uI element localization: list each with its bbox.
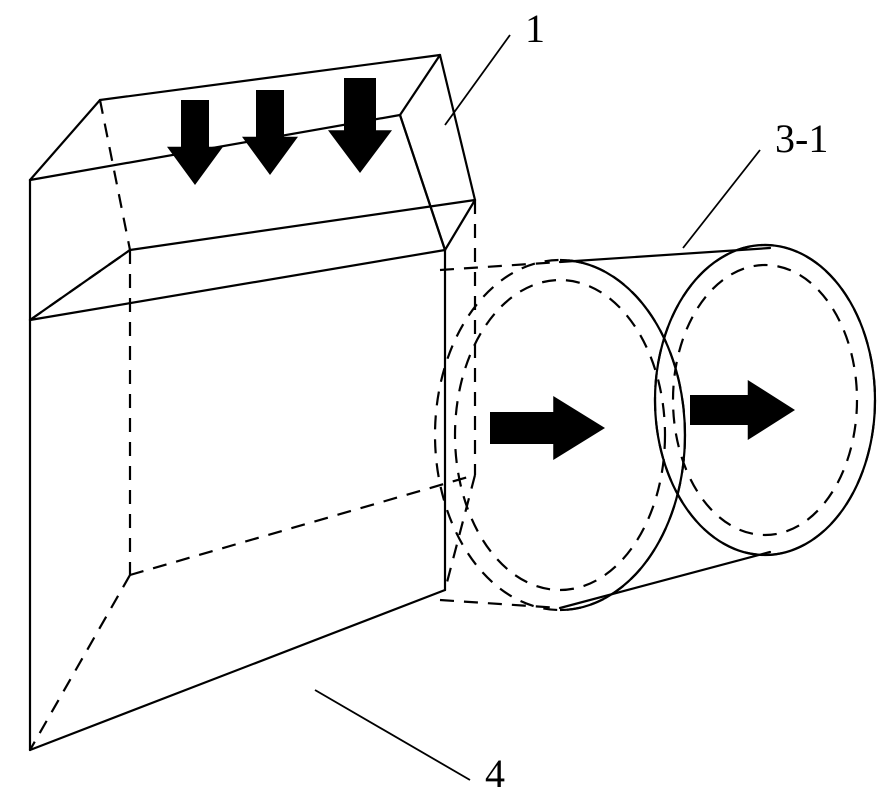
label-3-1: 3-1	[775, 115, 828, 162]
label-1: 1	[525, 5, 545, 52]
arrows-group	[167, 78, 795, 460]
box-group	[30, 55, 475, 750]
label-4: 4	[485, 750, 505, 797]
arrow-right	[690, 380, 795, 440]
arrow-down	[167, 100, 223, 185]
arrow-down	[242, 90, 298, 175]
arrow-right	[490, 396, 605, 460]
